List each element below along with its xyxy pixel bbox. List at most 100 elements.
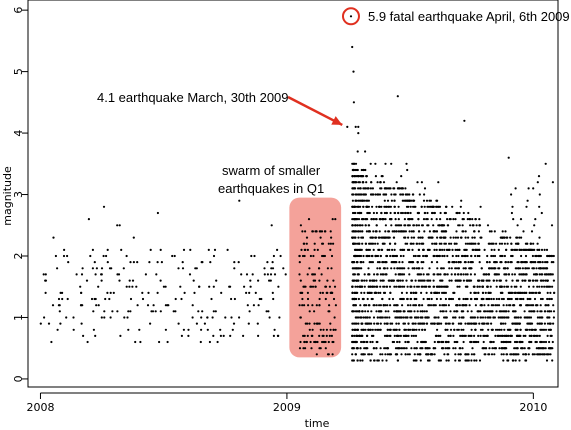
data-point — [523, 291, 526, 294]
data-point — [268, 316, 271, 319]
data-point — [498, 242, 501, 245]
data-point — [423, 187, 427, 190]
data-point — [100, 279, 103, 282]
data-point — [207, 248, 210, 251]
data-point — [356, 359, 359, 362]
y-axis-label: magnitude — [1, 166, 14, 226]
data-point — [532, 310, 536, 313]
data-point — [361, 285, 364, 288]
data-point — [405, 279, 408, 282]
data-point — [371, 261, 374, 264]
data-point — [490, 267, 494, 270]
data-point — [399, 254, 402, 258]
data-point — [502, 297, 505, 301]
data-point — [522, 297, 525, 301]
data-point — [537, 175, 541, 178]
data-point — [527, 248, 530, 251]
data-point — [411, 322, 414, 325]
data-point — [388, 248, 391, 251]
data-point — [464, 304, 467, 307]
data-point — [393, 285, 396, 288]
data-point — [455, 261, 458, 264]
data-point — [390, 224, 393, 227]
data-point — [423, 328, 427, 331]
data-point — [356, 334, 359, 337]
data-point — [473, 291, 476, 294]
data-point — [415, 347, 418, 350]
data-point — [500, 353, 503, 356]
data-point — [319, 236, 322, 239]
data-point — [436, 340, 439, 344]
data-point — [419, 359, 422, 362]
data-point — [507, 156, 510, 159]
data-point — [382, 279, 385, 282]
data-point — [354, 125, 357, 128]
data-point — [363, 353, 366, 356]
data-point — [92, 310, 95, 313]
data-point — [523, 279, 526, 282]
data-point — [381, 236, 385, 239]
data-point — [362, 218, 365, 221]
data-point — [357, 297, 360, 301]
data-point — [56, 328, 59, 331]
data-point — [389, 291, 392, 294]
data-point — [548, 340, 551, 344]
data-point — [361, 236, 364, 239]
data-point — [308, 322, 311, 325]
data-point — [367, 285, 370, 288]
data-point — [515, 285, 518, 288]
data-point — [381, 297, 384, 301]
data-point — [478, 248, 481, 251]
data-point — [422, 297, 425, 301]
data-point — [125, 254, 128, 258]
data-point — [309, 254, 312, 258]
data-point — [479, 236, 482, 239]
data-point — [66, 254, 69, 258]
data-point — [453, 310, 456, 313]
data-point — [363, 304, 366, 307]
data-point — [355, 261, 358, 264]
data-point — [433, 242, 436, 245]
data-point — [328, 334, 331, 337]
data-point — [278, 316, 281, 319]
data-point — [384, 347, 387, 350]
data-point — [519, 273, 523, 276]
data-point — [492, 279, 495, 282]
data-point — [409, 285, 412, 288]
data-point — [421, 328, 424, 331]
data-point — [304, 285, 307, 288]
data-point — [450, 297, 453, 301]
data-point — [484, 347, 488, 350]
data-point — [367, 248, 370, 251]
data-point — [444, 297, 447, 301]
data-point — [191, 316, 194, 319]
data-point — [464, 353, 467, 356]
data-point — [375, 279, 378, 282]
data-point — [439, 297, 442, 301]
data-point — [393, 248, 396, 251]
data-point — [513, 285, 516, 288]
data-point — [102, 254, 105, 258]
data-point — [434, 334, 437, 337]
data-point — [44, 291, 47, 294]
data-point — [507, 261, 510, 264]
data-point — [359, 359, 362, 362]
data-point — [458, 211, 461, 215]
data-point — [490, 322, 493, 325]
data-point — [511, 273, 514, 276]
data-point — [89, 254, 92, 258]
data-point — [470, 316, 473, 319]
data-point — [382, 291, 386, 294]
data-point — [433, 316, 436, 319]
data-point — [449, 328, 453, 331]
data-point — [458, 248, 461, 251]
data-point — [488, 230, 491, 233]
data-point — [370, 353, 373, 356]
data-point — [357, 199, 360, 202]
data-point — [401, 273, 404, 276]
data-point — [384, 304, 387, 307]
data-point — [94, 273, 97, 276]
data-point — [466, 353, 469, 356]
data-point — [242, 334, 245, 337]
swarm-highlight-region — [289, 197, 342, 358]
